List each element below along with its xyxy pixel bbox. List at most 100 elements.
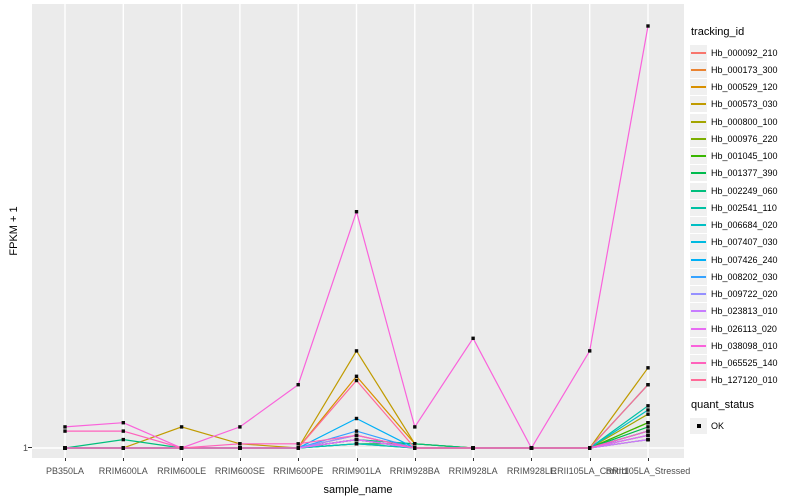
data-point-marker [471,446,475,450]
legend-line-swatch-icon [691,137,706,140]
legend-item-quant-ok: OK [690,417,798,434]
legend-key-box [690,251,707,268]
data-point-marker [413,425,417,429]
data-point-marker [588,349,592,353]
legend-item-Hb_000529_120: Hb_000529_120 [690,79,798,96]
x-tick-label: RRII105LA_Stressed [605,466,691,476]
legend-key-box [690,44,707,61]
legend-line-swatch-icon [691,344,706,347]
legend-key-box [690,113,707,130]
legend-item-label: Hb_009722_020 [711,289,778,300]
legend-key-box [690,320,707,337]
legend-item-label: Hb_000976_220 [711,133,778,144]
x-axis-title: sample_name [323,484,393,496]
data-point-marker [646,408,650,412]
data-point-marker [646,433,650,437]
data-point-marker [413,446,417,450]
data-point-marker [63,425,67,429]
x-tick-label: RRIM600LA [98,466,148,476]
x-tick-mark [298,458,300,461]
data-point-marker [646,366,650,370]
data-point-marker [588,446,592,450]
x-tick-label: RRIM901LA [331,466,382,476]
data-point-marker [63,446,67,450]
legend-items-tracking-id: Hb_000092_210 Hb_000173_300 Hb_000529_120 H… [690,44,798,389]
legend-key-box [690,417,707,434]
data-point-marker [646,425,650,429]
legend-key-box [690,96,707,113]
x-tick-mark [123,458,125,461]
x-tick-mark [414,458,416,461]
data-point-marker [121,437,125,442]
legend-item-label: Hb_127120_010 [711,375,778,386]
legend-line-swatch-icon [691,241,706,244]
y-axis-title: FPKM + 1 [8,206,20,256]
legend-item-Hb_000573_030: Hb_000573_030 [690,96,798,113]
legend-item-label: Hb_006684_020 [711,220,778,231]
data-point-marker [179,446,184,450]
legend-item-label: Hb_000092_210 [711,47,778,58]
legend-title-quant-status: quant_status [691,399,754,411]
legend-key-box [690,217,707,234]
x-tick-mark [473,458,475,461]
x-tick-label: RRIM928LE [506,466,556,476]
legend-item-Hb_009722_020: Hb_009722_020 [690,286,798,303]
legend-line-swatch-icon [691,362,706,365]
legend-item-Hb_023813_010: Hb_023813_010 [690,303,798,320]
data-point-marker [296,446,300,450]
x-tick-mark [648,458,649,461]
legend-item-Hb_026113_020: Hb_026113_020 [690,320,798,337]
legend-item-label: Hb_000800_100 [711,116,778,127]
legend-key-box [690,165,707,182]
x-tick-mark [65,458,66,461]
data-point-marker [354,374,359,378]
data-point-marker [529,446,534,450]
legend-item-Hb_008202_030: Hb_008202_030 [690,268,798,285]
legend-item-Hb_007407_030: Hb_007407_030 [690,234,798,251]
legend-item-label: Hb_001045_100 [711,151,778,162]
legend-item-Hb_000800_100: Hb_000800_100 [690,113,798,130]
data-point-marker [179,425,184,429]
data-point-marker [354,429,359,433]
legend-key-box [690,234,707,251]
data-point-marker [471,336,475,340]
legend-key-box [690,268,707,285]
legend-title-tracking-id: tracking_id [691,26,745,38]
legend-item-Hb_006684_020: Hb_006684_020 [690,217,798,234]
data-point-marker [646,383,650,387]
data-point-marker [646,437,650,442]
y-tick-mark [28,447,32,448]
plot-svg [32,4,684,458]
legend-key-box [690,61,707,78]
legend-line-swatch-icon [691,379,706,382]
legend-key-box [690,182,707,199]
legend-line-swatch-icon [691,51,706,54]
data-point-marker [646,404,650,408]
x-tick-label: RRIM928LA [448,466,498,476]
legend-item-label: Hb_026113_020 [711,323,777,334]
legend-item-Hb_000173_300: Hb_000173_300 [690,61,798,78]
legend-key-box [690,199,707,216]
data-point-marker [238,446,242,450]
legend-line-swatch-icon [691,103,706,106]
legend-line-swatch-icon [691,68,706,71]
data-point-marker [238,442,242,446]
data-point-marker [646,429,650,433]
legend-key-box [690,130,707,147]
legend-item-label: OK [711,420,725,431]
legend-item-Hb_001045_100: Hb_001045_100 [690,148,798,165]
data-point-marker [646,412,650,416]
legend-line-swatch-icon [691,224,706,227]
legend-key-box [690,148,707,165]
data-point-marker [238,425,242,429]
legend-key-box [690,286,707,303]
x-tick-label: RRIM600SE [214,466,265,476]
data-point-marker [354,437,359,442]
legend-item-Hb_038098_010: Hb_038098_010 [690,337,798,354]
legend-item-Hb_007426_240: Hb_007426_240 [690,251,798,268]
legend-key-box [690,337,707,354]
data-point-marker [354,416,359,421]
data-point-marker [121,446,125,450]
legend-item-label: Hb_007426_240 [711,254,778,265]
legend-line-swatch-icon [691,258,706,261]
